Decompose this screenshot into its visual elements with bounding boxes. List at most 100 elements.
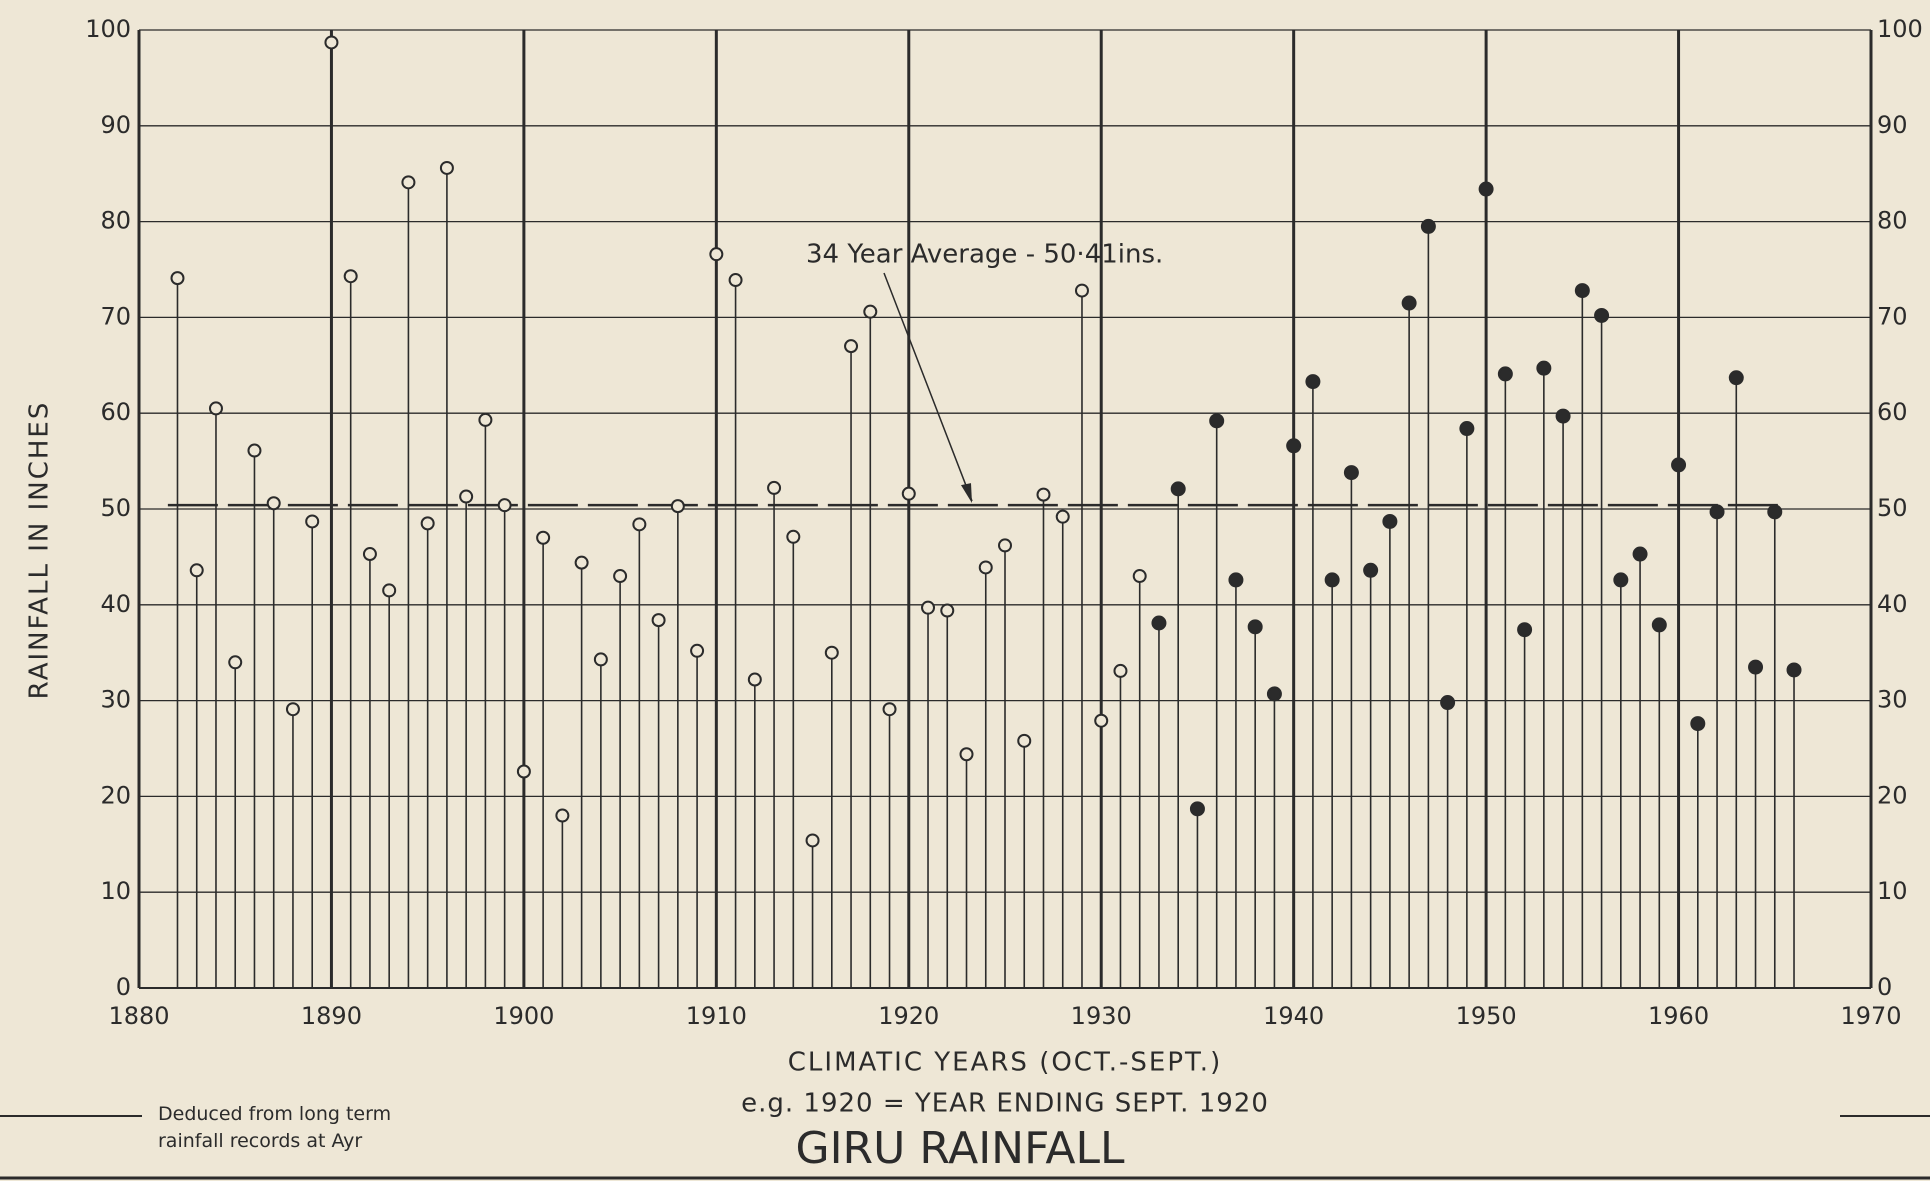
- marker: [1382, 513, 1398, 529]
- marker: [170, 271, 185, 286]
- y-tick-label: 40: [1877, 590, 1908, 618]
- y-tick-label: 0: [116, 973, 131, 1001]
- y-tick-label: 100: [1877, 15, 1923, 43]
- marker: [459, 489, 474, 504]
- x-tick-label: 1940: [1263, 1002, 1324, 1030]
- marker: [767, 480, 782, 495]
- marker: [1478, 181, 1494, 197]
- y-tick-label: 30: [100, 686, 131, 714]
- x-tick-label: 1930: [1071, 1002, 1132, 1030]
- x-tick-label: 1890: [301, 1002, 362, 1030]
- y-tick-label: 80: [1877, 207, 1908, 235]
- marker: [959, 747, 974, 762]
- marker: [555, 808, 570, 823]
- marker: [882, 702, 897, 717]
- y-tick-label: 10: [100, 877, 131, 905]
- marker: [1363, 562, 1379, 578]
- y-tick-label: 10: [1877, 877, 1908, 905]
- marker: [266, 496, 281, 511]
- marker: [1343, 465, 1359, 481]
- y-tick-label: 0: [1877, 973, 1892, 1001]
- marker: [362, 547, 377, 562]
- marker: [1170, 481, 1186, 497]
- marker: [305, 514, 320, 529]
- marker: [747, 672, 762, 687]
- y-tick-label: 50: [100, 494, 131, 522]
- marker: [1247, 619, 1263, 635]
- marker: [670, 499, 685, 514]
- marker: [1613, 572, 1629, 588]
- marker: [824, 645, 839, 660]
- marker: [1594, 307, 1610, 323]
- marker: [1209, 413, 1225, 429]
- x-tick-label: 1970: [1840, 1002, 1901, 1030]
- y-tick-label: 90: [1877, 111, 1908, 139]
- annotation-arrowhead: [961, 483, 972, 504]
- marker: [189, 563, 204, 578]
- y-tick-label: 30: [1877, 686, 1908, 714]
- marker: [574, 555, 589, 570]
- y-tick-label: 40: [100, 590, 131, 618]
- marker: [1305, 374, 1321, 390]
- marker: [1517, 622, 1533, 638]
- x-tick-label: 1960: [1648, 1002, 1709, 1030]
- y-tick-label: 70: [1877, 302, 1908, 330]
- marker: [1094, 713, 1109, 728]
- marker: [1036, 487, 1051, 502]
- x-tick-label: 1920: [878, 1002, 939, 1030]
- marker: [1632, 546, 1648, 562]
- marker: [401, 175, 416, 190]
- marker: [536, 530, 551, 545]
- marker: [343, 269, 358, 284]
- marker: [439, 160, 454, 175]
- marker: [863, 304, 878, 319]
- marker: [1497, 366, 1513, 382]
- marker: [1728, 370, 1744, 386]
- marker: [208, 401, 223, 416]
- marker: [1709, 504, 1725, 520]
- y-tick-label: 60: [100, 398, 131, 426]
- x-axis-label: e.g. 1920 = YEAR ENDING SEPT. 1920: [741, 1089, 1269, 1119]
- marker: [1113, 663, 1128, 678]
- marker: [1767, 504, 1783, 520]
- marker: [1536, 360, 1552, 376]
- marker: [940, 603, 955, 618]
- marker: [1132, 569, 1147, 584]
- y-tick-label: 60: [1877, 398, 1908, 426]
- x-tick-label: 1900: [493, 1002, 554, 1030]
- y-tick-label: 80: [100, 207, 131, 235]
- chart-title: GIRU RAINFALL: [795, 1123, 1124, 1174]
- x-tick-label: 1880: [108, 1002, 169, 1030]
- marker: [1401, 295, 1417, 311]
- marker: [1690, 716, 1706, 732]
- y-tick-label: 20: [100, 781, 131, 809]
- y-tick-label: 90: [100, 111, 131, 139]
- marker: [1074, 283, 1089, 298]
- marker: [1786, 662, 1802, 678]
- marker: [516, 764, 531, 779]
- marker: [497, 498, 512, 513]
- marker: [247, 443, 262, 458]
- marker: [324, 35, 339, 50]
- marker: [1151, 615, 1167, 631]
- marker: [613, 569, 628, 584]
- marker: [1671, 457, 1687, 473]
- marker: [651, 613, 666, 628]
- marker: [728, 273, 743, 288]
- marker: [1574, 283, 1590, 299]
- marker: [1459, 421, 1475, 437]
- marker: [1420, 218, 1436, 234]
- y-tick-label: 70: [100, 302, 131, 330]
- marker: [1228, 572, 1244, 588]
- marker: [1651, 617, 1667, 633]
- marker: [921, 600, 936, 615]
- marker: [420, 516, 435, 531]
- marker: [786, 529, 801, 544]
- marker: [690, 643, 705, 658]
- x-tick-label: 1910: [686, 1002, 747, 1030]
- marker: [805, 833, 820, 848]
- marker: [228, 655, 243, 670]
- marker: [1555, 408, 1571, 424]
